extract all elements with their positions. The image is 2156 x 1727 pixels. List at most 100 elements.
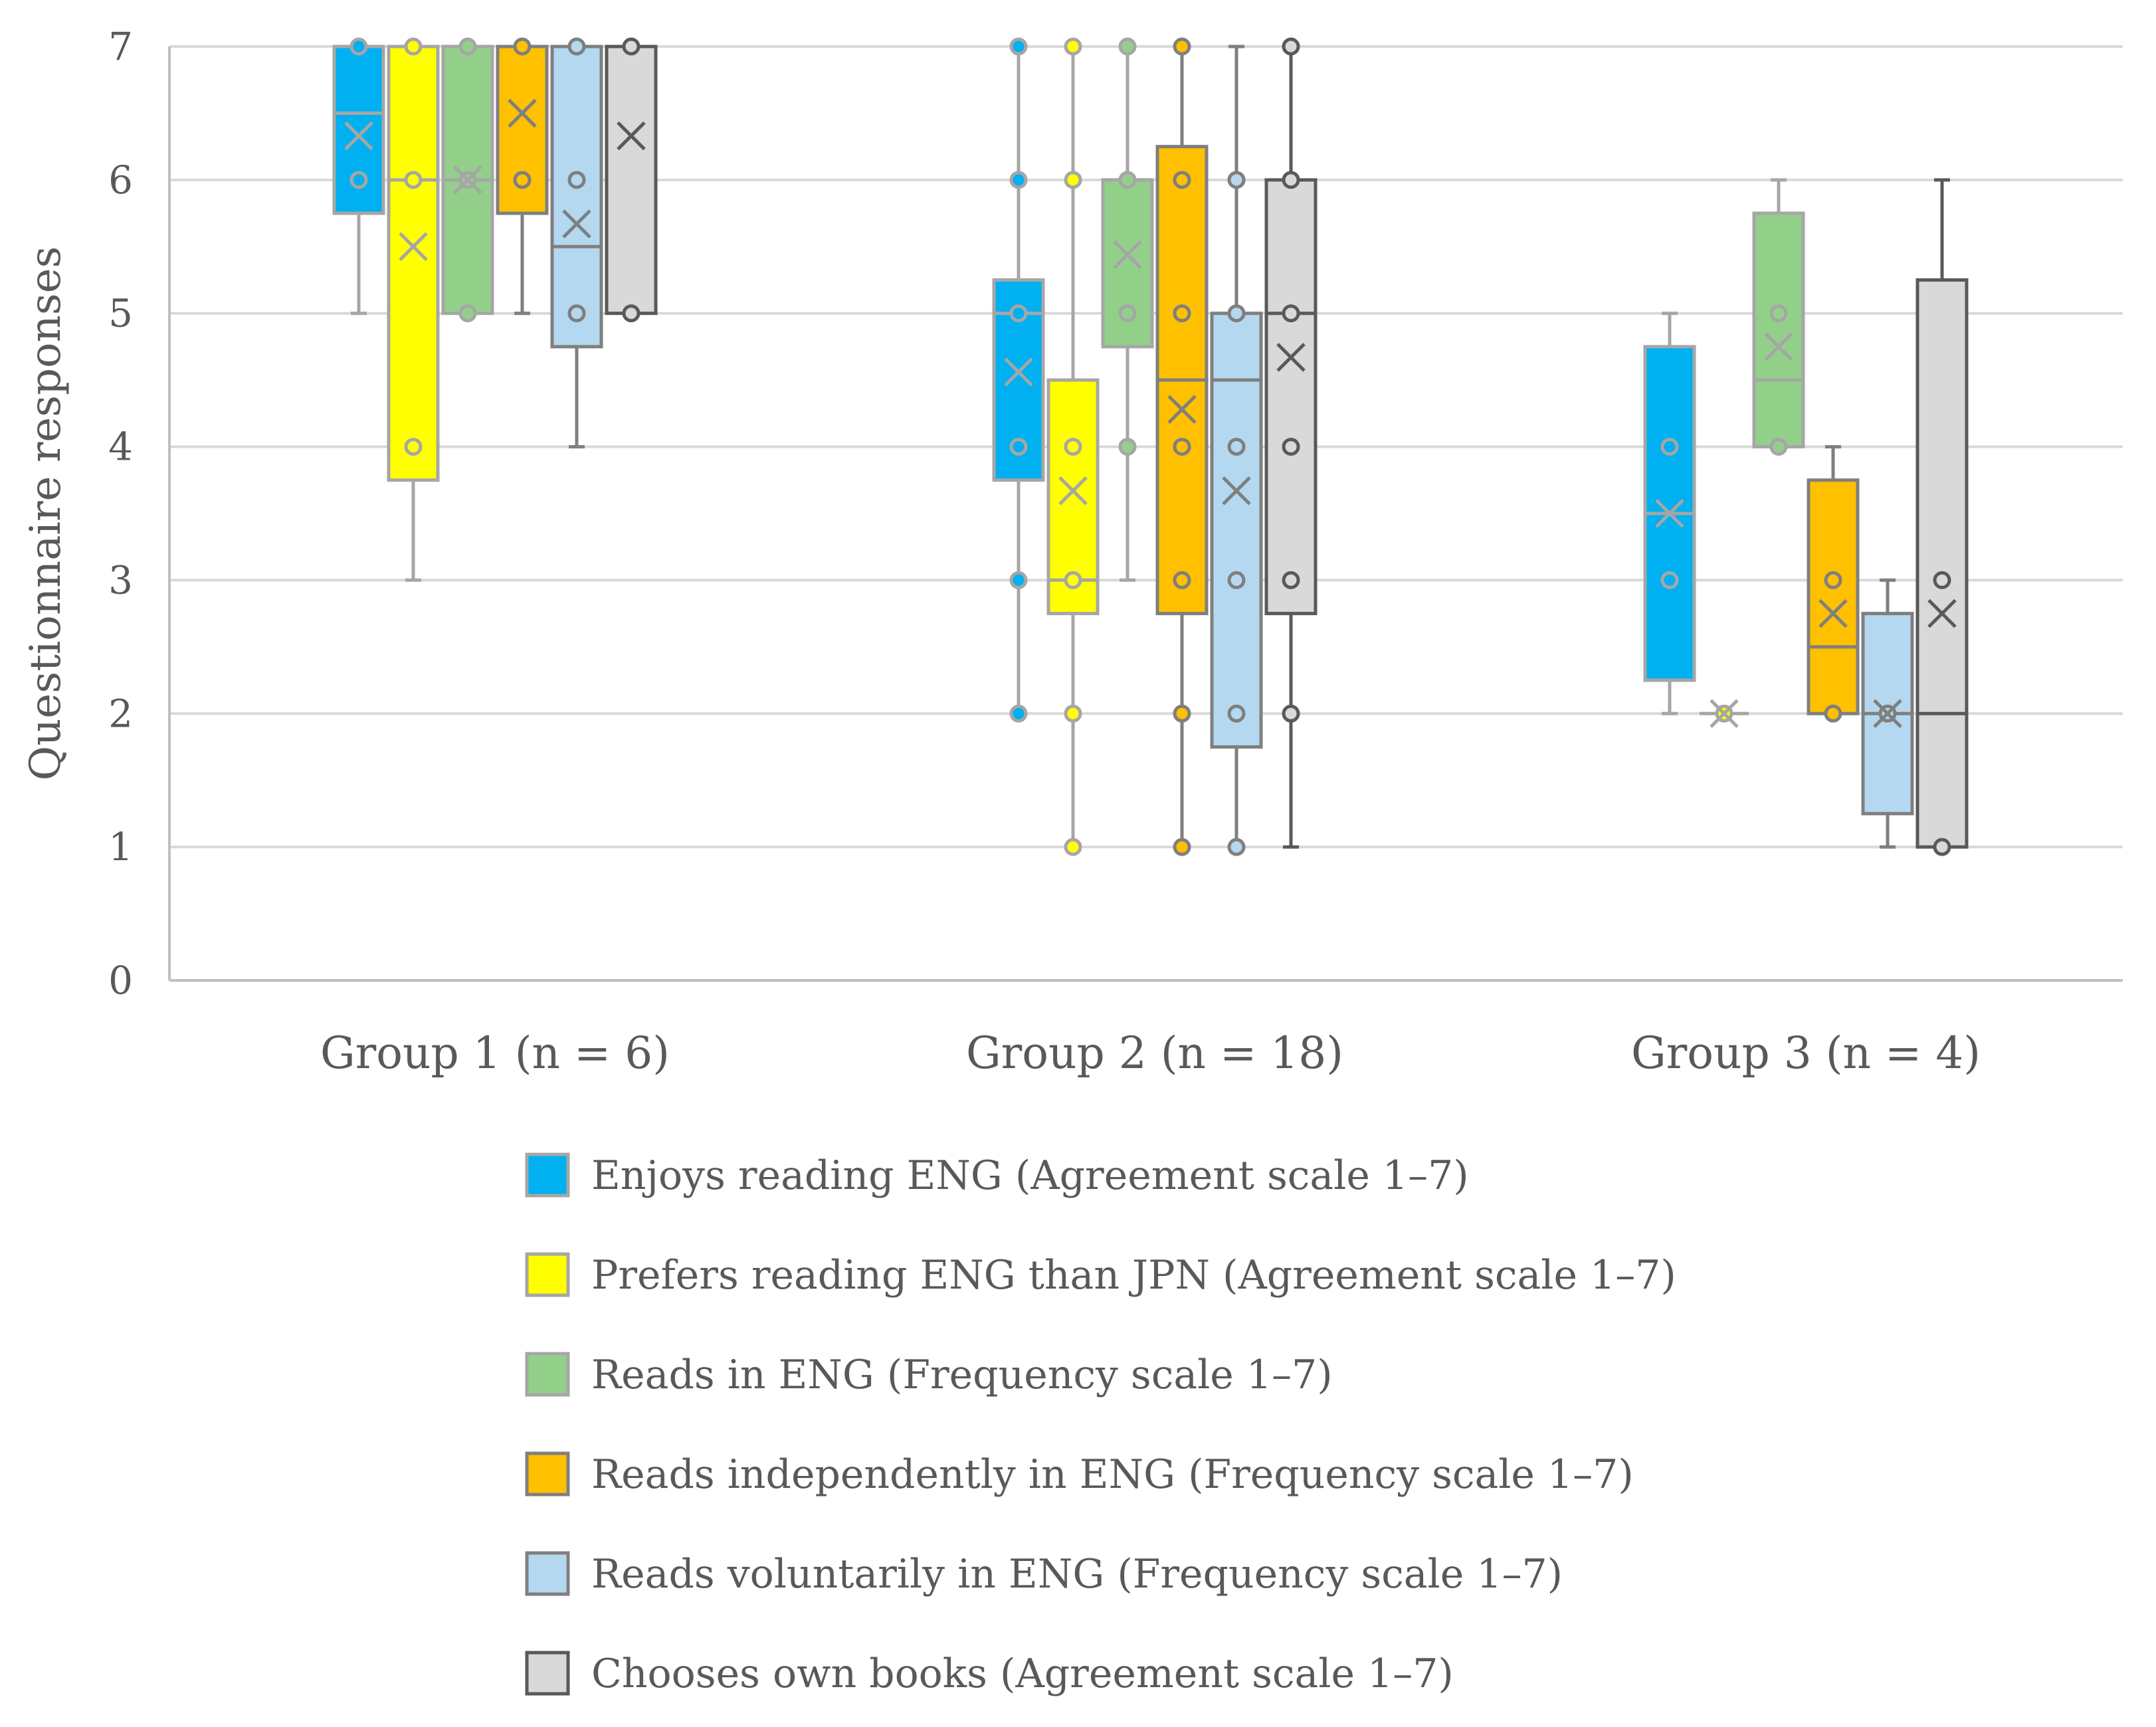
box-series-4-group-0	[550, 37, 603, 449]
data-point	[1282, 704, 1300, 723]
data-point	[1824, 704, 1842, 723]
data-point	[1227, 304, 1246, 323]
mean-marker	[1818, 598, 1848, 628]
box	[1915, 278, 1969, 849]
box-series-0-group-2	[1643, 312, 1696, 715]
data-point	[1064, 438, 1082, 456]
data-point	[1282, 438, 1300, 456]
data-point	[1009, 704, 1028, 723]
legend-item: Reads voluntarily in ENG (Frequency scal…	[525, 1551, 1563, 1597]
data-point	[513, 37, 532, 56]
mean-marker	[344, 121, 373, 151]
data-point	[1118, 171, 1137, 189]
y-tick-label: 6	[108, 157, 133, 203]
data-point	[1173, 171, 1191, 189]
data-point	[1009, 571, 1028, 589]
legend-item: Reads independently in ENG (Frequency sc…	[525, 1451, 1634, 1498]
category-label: Group 2 (n = 18)	[966, 1028, 1343, 1079]
data-point	[1118, 37, 1137, 56]
legend-label: Prefers reading ENG than JPN (Agreement …	[591, 1252, 1676, 1299]
box	[1264, 178, 1318, 616]
data-point	[1769, 304, 1788, 323]
data-point	[567, 37, 586, 56]
category-label: Group 1 (n = 6)	[320, 1028, 670, 1079]
y-tick-label: 1	[108, 824, 133, 869]
mean-marker	[453, 165, 482, 195]
legend-swatch	[525, 1352, 570, 1397]
data-point	[1227, 171, 1246, 189]
data-point	[1173, 838, 1191, 856]
mean-marker	[1710, 699, 1739, 729]
data-point	[1064, 838, 1082, 856]
data-point	[1118, 304, 1137, 323]
y-tick-label: 0	[108, 958, 133, 1003]
legend-label: Enjoys reading ENG (Agreement scale 1–7)	[591, 1152, 1469, 1199]
legend-item: Reads in ENG (Frequency scale 1–7)	[525, 1352, 1333, 1398]
legend-label: Reads independently in ENG (Frequency sc…	[591, 1451, 1634, 1498]
data-point	[1769, 438, 1788, 456]
data-point	[1660, 571, 1679, 589]
mean-marker	[1004, 357, 1033, 387]
mean-marker	[1167, 395, 1197, 424]
box	[605, 45, 658, 316]
y-tick-label: 2	[108, 691, 133, 736]
data-point	[1282, 571, 1300, 589]
box-series-2-group-0	[441, 37, 494, 323]
data-point	[1173, 571, 1191, 589]
category-label: Group 3 (n = 4)	[1631, 1028, 1981, 1079]
mean-marker	[1058, 476, 1088, 505]
mean-marker	[1764, 332, 1793, 361]
legend-item: Prefers reading ENG than JPN (Agreement …	[525, 1252, 1676, 1299]
data-point	[1227, 438, 1246, 456]
legend-label: Reads in ENG (Frequency scale 1–7)	[591, 1352, 1333, 1398]
box-series-1-group-0	[387, 37, 440, 582]
box-series-5-group-1	[1264, 37, 1318, 849]
data-point	[1933, 838, 1951, 856]
data-point	[1064, 37, 1082, 56]
data-point	[1173, 37, 1191, 56]
box	[1752, 211, 1805, 449]
box-series-5-group-0	[605, 37, 658, 323]
data-point	[404, 438, 423, 456]
data-point	[1282, 171, 1300, 189]
box-series-4-group-1	[1210, 45, 1263, 856]
data-point	[1009, 171, 1028, 189]
mean-marker	[1113, 240, 1142, 270]
data-point	[513, 171, 532, 189]
y-tick-label: 7	[108, 24, 133, 69]
box-series-2-group-1	[1101, 37, 1154, 582]
box-series-3-group-1	[1155, 37, 1209, 856]
category-labels: Group 1 (n = 6) Group 2 (n = 18) Group 3 (…	[320, 1028, 1981, 1079]
legend-swatch	[525, 1451, 570, 1497]
data-point	[1173, 304, 1191, 323]
data-point	[1227, 838, 1246, 856]
data-point	[622, 304, 640, 323]
legend-label: Chooses own books (Agreement scale 1–7)	[591, 1651, 1454, 1697]
data-point	[622, 37, 640, 56]
data-point	[1660, 438, 1679, 456]
plot-area	[332, 37, 1969, 856]
data-point	[1227, 704, 1246, 723]
mean-marker	[1927, 598, 1957, 628]
box	[1210, 312, 1263, 749]
box	[387, 45, 440, 482]
data-point	[567, 171, 586, 189]
box-series-2-group-2	[1752, 178, 1805, 456]
data-point	[349, 37, 368, 56]
box-series-0-group-0	[332, 37, 385, 316]
legend-label: Reads voluntarily in ENG (Frequency scal…	[591, 1551, 1563, 1597]
data-point	[1009, 304, 1028, 323]
data-point	[1009, 438, 1028, 456]
mean-marker	[1873, 699, 1902, 729]
data-point	[458, 37, 477, 56]
mean-marker	[1222, 476, 1251, 505]
data-point	[1173, 704, 1191, 723]
y-tick-label: 4	[108, 424, 133, 470]
y-tick-label: 5	[108, 291, 133, 336]
box-series-3-group-0	[496, 37, 549, 316]
box	[550, 45, 603, 349]
data-point	[1933, 571, 1951, 589]
mean-marker	[562, 209, 591, 238]
data-point	[1064, 571, 1082, 589]
